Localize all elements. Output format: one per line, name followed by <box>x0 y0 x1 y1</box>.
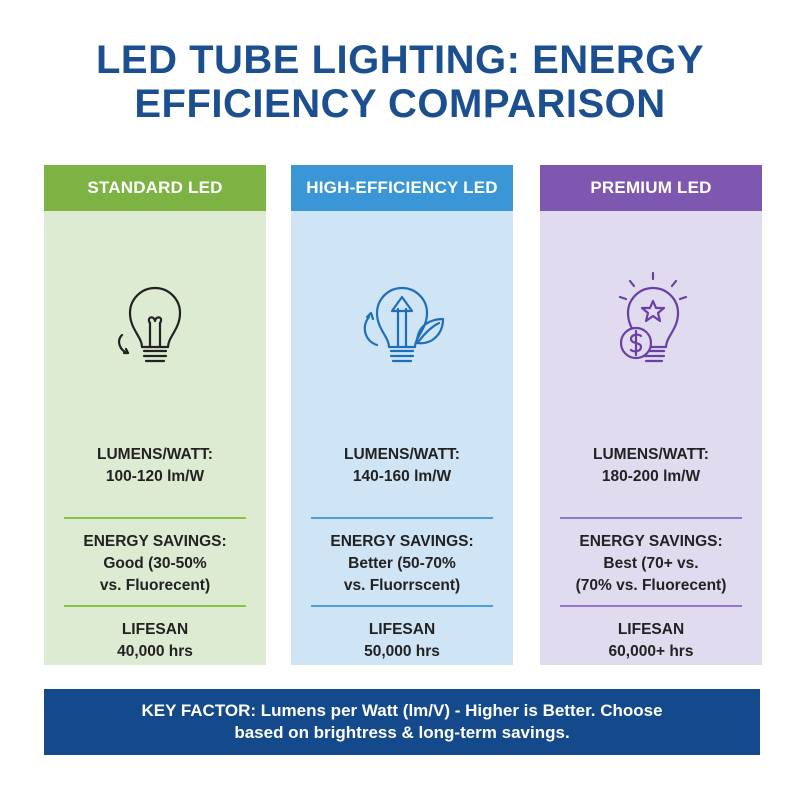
savings-label: ENERGY SAVINGS: <box>83 533 227 550</box>
divider <box>560 605 742 607</box>
savings-line-2: vs. Fluorrscent) <box>343 577 461 594</box>
divider <box>64 517 246 519</box>
lumens-section-premium: LUMENS/WATT: 180-200 lm/W <box>540 444 762 488</box>
lightbulb-with-up-arrow-and-leaf-icon <box>291 256 513 376</box>
lifespan-section-standard: LIFESAN 40,000 hrs <box>44 619 266 663</box>
lumens-value: 180-200 lm/W <box>601 468 701 485</box>
savings-section-standard: ENERGY SAVINGS: Good (30-50% vs. Fluorec… <box>44 531 266 597</box>
title-line-2: EFFICIENCY COMPARISON <box>134 82 666 126</box>
key-factor-banner: KEY FACTOR: Lumens per Watt (lm/V) - Hig… <box>44 689 760 755</box>
lightbulb-with-down-arrow-icon <box>44 256 266 376</box>
lumens-value: 140-160 lm/W <box>352 468 452 485</box>
card-standard-led: STANDARD LED LUMENS/WATT: 100-120 lm/W E… <box>44 165 266 665</box>
divider <box>64 605 246 607</box>
lightbulb-with-star-and-dollar-icon <box>540 256 762 376</box>
savings-label: ENERGY SAVINGS: <box>579 533 723 550</box>
lumens-section-high-efficiency: LUMENS/WATT: 140-160 lm/W <box>291 444 513 488</box>
lifespan-label: LIFESAN <box>368 621 436 638</box>
card-body-standard: LUMENS/WATT: 100-120 lm/W ENERGY SAVINGS… <box>44 211 266 665</box>
lifespan-label: LIFESAN <box>617 621 685 638</box>
card-header-premium: PREMIUM LED <box>540 165 762 211</box>
divider <box>311 605 493 607</box>
lifespan-section-premium: LIFESAN 60,000+ hrs <box>540 619 762 663</box>
card-header-standard: STANDARD LED <box>44 165 266 211</box>
savings-line-1: Good (30-50% <box>103 555 207 572</box>
savings-line-2: (70% vs. Fluorecent) <box>575 577 727 594</box>
lumens-value: 100-120 lm/W <box>105 468 205 485</box>
savings-label: ENERGY SAVINGS: <box>330 533 474 550</box>
savings-line-2: vs. Fluorecent) <box>99 577 211 594</box>
divider <box>311 517 493 519</box>
lifespan-value: 50,000 hrs <box>364 643 440 660</box>
savings-section-premium: ENERGY SAVINGS: Best (70+ vs. (70% vs. F… <box>540 531 762 597</box>
divider <box>560 517 742 519</box>
lifespan-section-high-efficiency: LIFESAN 50,000 hrs <box>291 619 513 663</box>
title-line-1: LED TUBE LIGHTING: ENERGY <box>95 38 705 82</box>
savings-line-1: Better (50-70% <box>348 555 456 572</box>
lumens-label: LUMENS/WATT: <box>593 446 709 463</box>
card-high-efficiency-led: HIGH-EFFICIENCY LED LUMENS/WATT: 140-160… <box>291 165 513 665</box>
lifespan-value: 60,000+ hrs <box>608 643 694 660</box>
lumens-label: LUMENS/WATT: <box>97 446 213 463</box>
card-premium-led: PREMIUM LED LUMENS/WATT: 180-200 lm/W EN… <box>540 165 762 665</box>
footer-line-1: KEY FACTOR: Lumens per Watt (lm/V) - Hig… <box>141 701 663 720</box>
lumens-label: LUMENS/WATT: <box>344 446 460 463</box>
savings-line-1: Best (70+ vs. <box>603 555 699 572</box>
card-body-high-efficiency: LUMENS/WATT: 140-160 lm/W ENERGY SAVINGS… <box>291 211 513 665</box>
card-header-high-efficiency: HIGH-EFFICIENCY LED <box>291 165 513 211</box>
lifespan-label: LIFESAN <box>121 621 189 638</box>
card-body-premium: LUMENS/WATT: 180-200 lm/W ENERGY SAVINGS… <box>540 211 762 665</box>
lifespan-value: 40,000 hrs <box>117 643 193 660</box>
page-title: LED TUBE LIGHTING: ENERGY EFFICIENCY COM… <box>0 38 800 126</box>
savings-section-high-efficiency: ENERGY SAVINGS: Better (50-70% vs. Fluor… <box>291 531 513 597</box>
footer-line-2: based on brightress & long-term savings. <box>234 723 570 742</box>
lumens-section-standard: LUMENS/WATT: 100-120 lm/W <box>44 444 266 488</box>
